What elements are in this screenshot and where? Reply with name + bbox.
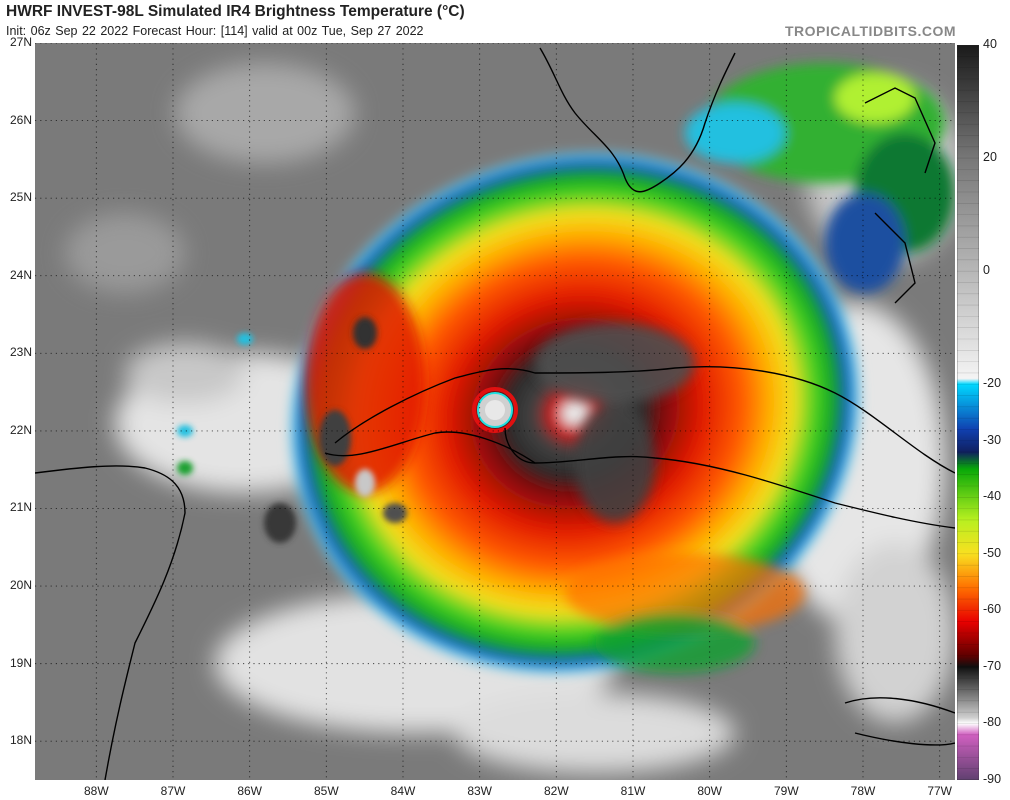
lat-label: 20N	[9, 578, 32, 593]
cold-tops	[177, 317, 407, 543]
lon-label: 88W	[83, 784, 109, 798]
eyewall	[472, 387, 518, 433]
satellite-map	[35, 43, 955, 780]
lon-label: 81W	[620, 784, 646, 798]
map-subtitle: Init: 06z Sep 22 2022 Forecast Hour: [11…	[6, 24, 424, 38]
lon-label: 79W	[773, 784, 799, 798]
lat-label: 18N	[9, 733, 32, 748]
lon-label: 78W	[850, 784, 876, 798]
coastlines	[35, 47, 955, 780]
lat-label: 22N	[9, 422, 32, 437]
lon-label: 77W	[927, 784, 952, 798]
lat-label: 25N	[9, 190, 32, 205]
colorbar-label: -80	[983, 715, 1002, 730]
colorbar	[957, 45, 979, 780]
lon-label: 84W	[390, 784, 416, 798]
lat-label: 24N	[9, 267, 32, 282]
lon-label: 85W	[313, 784, 339, 798]
lon-label: 82W	[543, 784, 569, 798]
colorbar-label: 40	[983, 37, 997, 51]
colorbar-label: 0	[983, 263, 990, 278]
lat-label: 19N	[9, 655, 32, 670]
lon-label: 83W	[467, 784, 492, 798]
lon-label: 86W	[237, 784, 262, 798]
map-title: HWRF INVEST-98L Simulated IR4 Brightness…	[6, 3, 465, 20]
colorbar-label: 20	[983, 150, 997, 165]
colorbar-label: -20	[983, 376, 1002, 391]
colorbar-label: -90	[983, 772, 1002, 786]
colorbar-label: -50	[983, 545, 1002, 560]
lat-label: 27N	[9, 35, 32, 49]
lon-label: 80W	[697, 784, 722, 798]
lat-label: 23N	[9, 345, 32, 360]
lon-label: 87W	[160, 784, 186, 798]
hurricane-cloud	[287, 149, 863, 677]
lat-lon-grid	[35, 43, 955, 780]
colorbar-label: -30	[983, 432, 1002, 447]
brand-label: TROPICALTIDBITS.COM	[784, 23, 956, 39]
lat-label: 21N	[9, 500, 32, 515]
colorbar-label: -60	[983, 602, 1002, 617]
colorbar-label: -40	[983, 489, 1002, 504]
lat-label: 26N	[9, 112, 32, 127]
colorbar-label: -70	[983, 658, 1002, 673]
